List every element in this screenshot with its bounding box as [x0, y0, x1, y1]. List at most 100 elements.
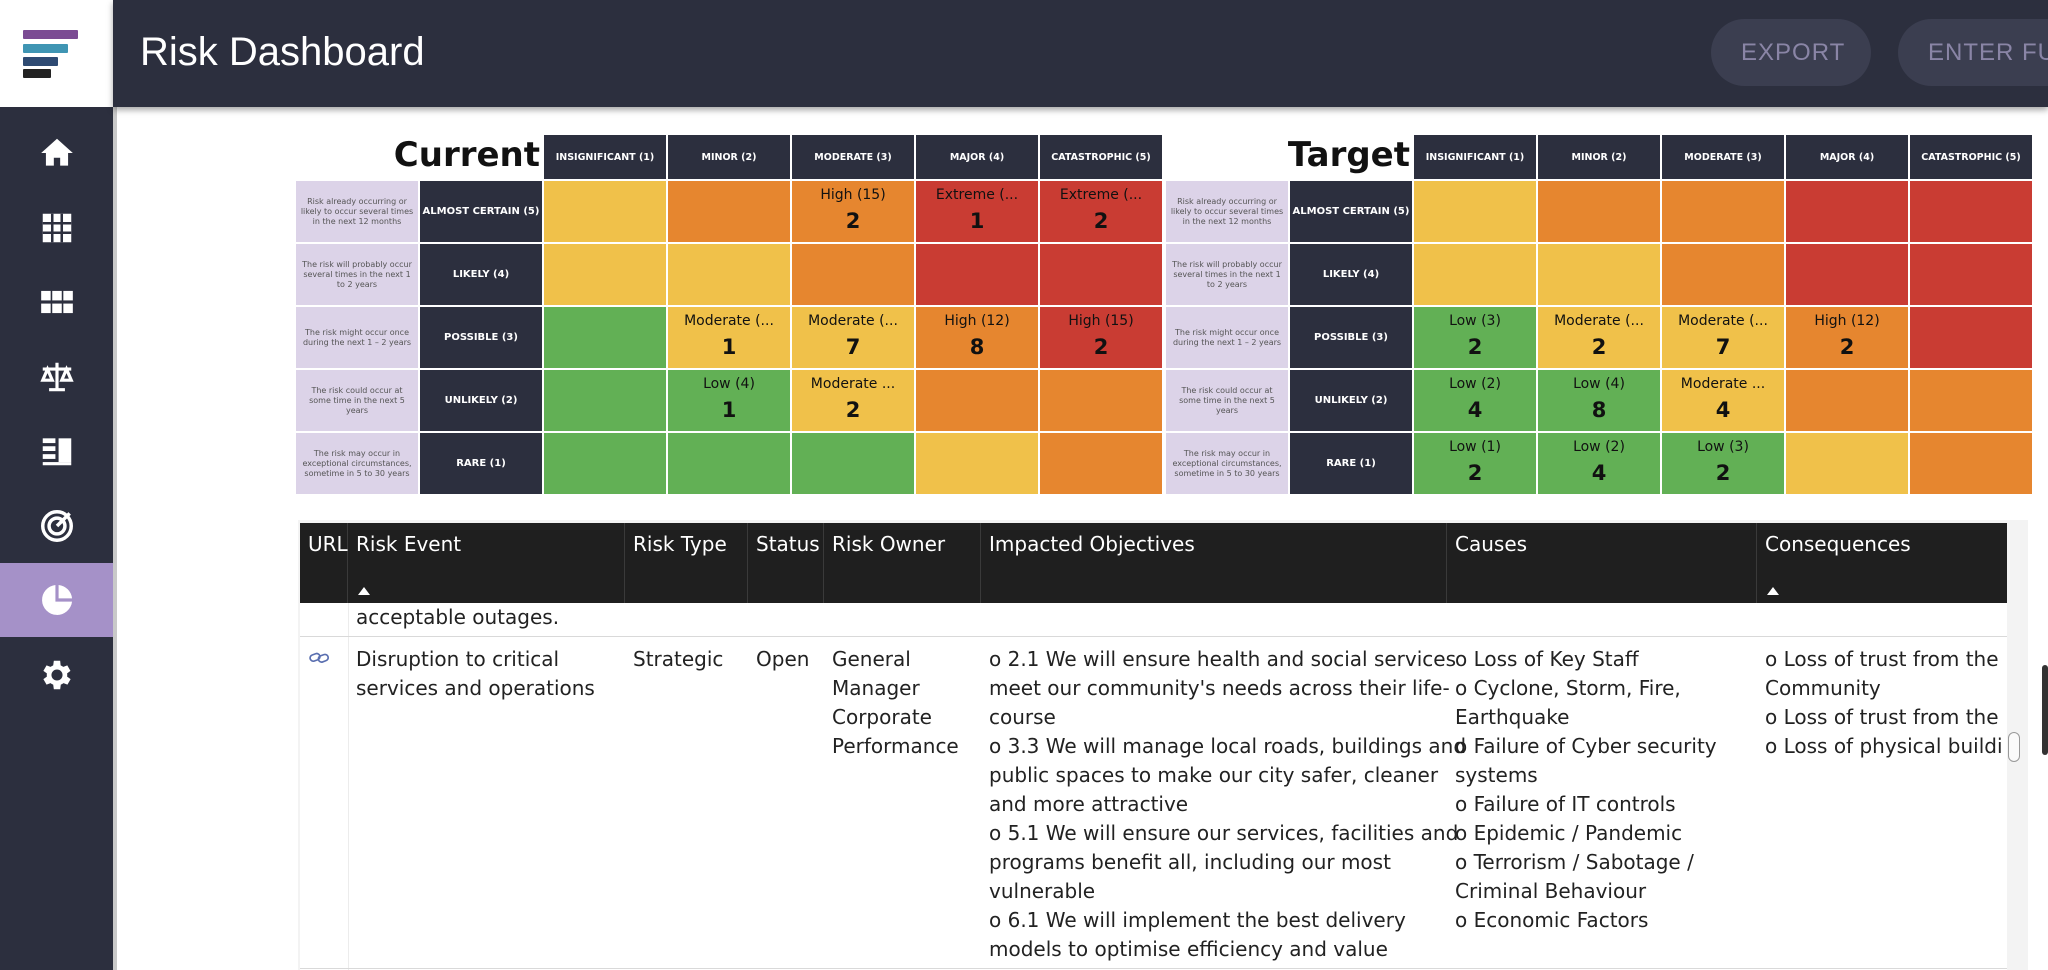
cause-line: Criminal Behaviour: [1455, 879, 1647, 903]
matrix-cell: [544, 370, 666, 431]
column-header-risk-type[interactable]: Risk Type: [625, 523, 748, 603]
matrix-column-header: MODERATE (3): [792, 135, 914, 179]
risk-type-cell: Strategic: [633, 647, 724, 671]
column-header-url[interactable]: URL: [300, 523, 348, 603]
sidebar-item-reports[interactable]: [0, 414, 113, 488]
logo-bar-blue: [23, 57, 58, 66]
objective-line: and more attractive: [989, 792, 1189, 816]
matrix-cell[interactable]: Low (3) 2: [1414, 307, 1536, 368]
cell-rating-label: High (12): [1814, 313, 1880, 329]
matrix-cell[interactable]: High (15) 2: [1040, 307, 1162, 368]
sidebar-divider: [113, 107, 117, 970]
matrix-cell: [1040, 244, 1162, 305]
column-header-label: Risk Event: [356, 532, 462, 556]
matrix-cell: [1538, 181, 1660, 242]
consequence-line: o Loss of trust from the M: [1765, 705, 2003, 729]
previous-row-partial-text: acceptable outages.: [356, 605, 560, 629]
cause-line: o Epidemic / Pandemic: [1455, 821, 1683, 845]
matrix-column-header: INSIGNIFICANT (1): [1414, 135, 1536, 179]
cell-rating-label: Low (2): [1573, 439, 1625, 455]
column-header-impacted-objectives[interactable]: Impacted Objectives: [981, 523, 1447, 603]
column-header-causes[interactable]: Causes: [1447, 523, 1757, 603]
likelihood-row-header: ALMOST CERTAIN (5): [420, 181, 542, 242]
apps-icon: [40, 290, 73, 314]
sidebar-item-settings[interactable]: [0, 638, 113, 712]
matrix-cell[interactable]: Low (4) 1: [668, 370, 790, 431]
matrix-cell[interactable]: High (12) 2: [1786, 307, 1908, 368]
row-divider: [300, 636, 2007, 637]
objective-line: o 2.1 We will ensure health and social s…: [989, 647, 1457, 671]
matrix-cell[interactable]: High (15) 2: [792, 181, 914, 242]
matrix-cell[interactable]: Low (2) 4: [1538, 433, 1660, 494]
cell-risk-count: 2: [1591, 335, 1607, 359]
matrix-cell[interactable]: Extreme (... 2: [1040, 181, 1162, 242]
page-scrollbar[interactable]: [2042, 665, 2048, 755]
cell-rating-label: Low (2): [1449, 376, 1501, 392]
likelihood-description: The risk will probably occur several tim…: [1166, 244, 1288, 305]
sidebar-item-scales[interactable]: [0, 340, 113, 414]
column-header-risk-event[interactable]: Risk Event: [348, 523, 625, 603]
cell-risk-count: 2: [1093, 209, 1109, 233]
objective-line: vulnerable: [989, 879, 1096, 903]
matrix-cell[interactable]: Moderate (... 1: [668, 307, 790, 368]
enter-full-screen-button[interactable]: ENTER FU: [1898, 19, 2048, 86]
matrix-cell[interactable]: Low (3) 2: [1662, 433, 1784, 494]
matrix-cell[interactable]: Low (1) 2: [1414, 433, 1536, 494]
sidebar-item-home[interactable]: [0, 116, 113, 190]
link-icon[interactable]: [308, 647, 330, 669]
grid-icon: [42, 213, 71, 243]
column-header-label: URL: [308, 532, 348, 556]
matrix-column-header: INSIGNIFICANT (1): [544, 135, 666, 179]
matrix-cell[interactable]: High (12) 8: [916, 307, 1038, 368]
matrix-cell[interactable]: Extreme (... 1: [916, 181, 1038, 242]
matrix-cell: [1662, 244, 1784, 305]
sort-ascending-icon: [1767, 587, 1779, 595]
causes-cell: o Loss of Key Staff o Cyclone, Storm, Fi…: [1455, 645, 1755, 935]
table-scrollbar-thumb[interactable]: [2008, 732, 2020, 762]
matrix-cell: [544, 244, 666, 305]
impacted-objectives-cell: o 2.1 We will ensure health and social s…: [989, 645, 1466, 964]
sidebar-item-radar[interactable]: [0, 489, 113, 563]
likelihood-description: The risk may occur in exceptional circum…: [1166, 433, 1288, 494]
cell-risk-count: 7: [1715, 335, 1731, 359]
matrix-column-header: MODERATE (3): [1662, 135, 1784, 179]
export-button[interactable]: EXPORT: [1711, 19, 1871, 86]
likelihood-description: The risk might occur once during the nex…: [1166, 307, 1288, 368]
matrix-cell: [1040, 370, 1162, 431]
matrix-cell: [916, 433, 1038, 494]
cell-rating-label: Extreme (...: [935, 187, 1019, 203]
likelihood-description: The risk might occur once during the nex…: [296, 307, 418, 368]
cell-rating-label: High (15): [1068, 313, 1134, 329]
table-body: acceptable outages. Disruption to critic…: [300, 603, 2007, 970]
sidebar-item-dashboard[interactable]: [0, 563, 113, 637]
logo-bar-dark: [23, 69, 51, 78]
pie-chart-icon: [41, 584, 72, 615]
matrix-cell[interactable]: Moderate ... 2: [792, 370, 914, 431]
sidebar-item-apps[interactable]: [0, 265, 113, 339]
objective-line: o 6.1 We will implement the best deliver…: [989, 908, 1406, 932]
matrix-cell[interactable]: Moderate ... 4: [1662, 370, 1784, 431]
likelihood-row-header: LIKELY (4): [420, 244, 542, 305]
matrix-cell[interactable]: Low (2) 4: [1414, 370, 1536, 431]
column-header-risk-owner[interactable]: Risk Owner: [824, 523, 981, 603]
column-header-status[interactable]: Status: [748, 523, 824, 603]
sidebar-item-grid[interactable]: [0, 191, 113, 265]
matrix-cell[interactable]: Moderate (... 7: [792, 307, 914, 368]
matrix-cell: [668, 433, 790, 494]
column-header-consequences[interactable]: Consequences: [1757, 523, 2007, 603]
cell-risk-count: 2: [1093, 335, 1109, 359]
cell-risk-count: 2: [1839, 335, 1855, 359]
matrix-column-header: CATASTROPHIC (5): [1910, 135, 2032, 179]
matrix-column-header: MAJOR (4): [916, 135, 1038, 179]
cell-risk-count: 1: [969, 209, 985, 233]
cell-rating-label: Low (4): [703, 376, 755, 392]
app-logo[interactable]: [0, 0, 113, 107]
objective-line: course: [989, 705, 1056, 729]
status-cell: Open: [756, 647, 810, 671]
likelihood-row-header: ALMOST CERTAIN (5): [1290, 181, 1412, 242]
matrix-cell[interactable]: Low (4) 8: [1538, 370, 1660, 431]
risk-owner-line: Corporate: [832, 705, 932, 729]
cell-rating-label: Moderate (...: [684, 313, 774, 329]
matrix-cell[interactable]: Moderate (... 2: [1538, 307, 1660, 368]
matrix-cell[interactable]: Moderate (... 7: [1662, 307, 1784, 368]
